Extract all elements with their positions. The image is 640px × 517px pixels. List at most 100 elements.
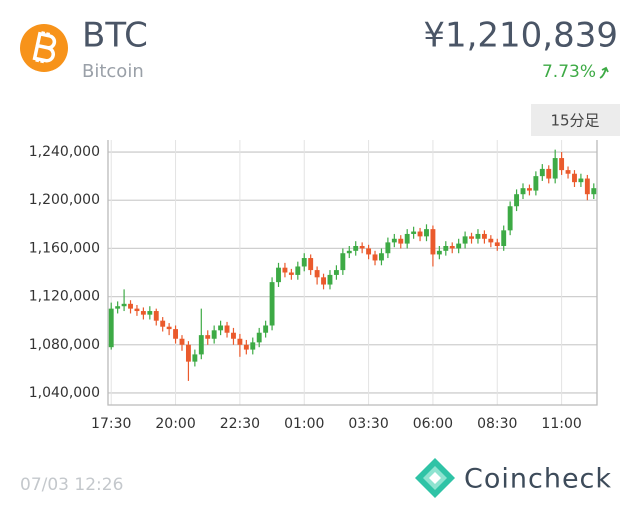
x-tick-label: 11:00 [541,416,581,432]
symbol: BTC [82,16,148,56]
interval-button[interactable]: 15分足 [531,104,620,136]
candle-body [546,168,552,179]
x-tick-label: 17:30 [91,416,131,432]
timestamp: 07/03 12:26 [20,475,123,495]
candle-body [398,238,404,244]
candle-body [353,246,359,251]
candle-body [539,168,545,177]
candle-body [185,344,191,362]
candle-body [218,325,224,331]
chart: 1,040,000 1,080,000 1,120,000 1,160,000 1,20… [29,140,598,432]
candle-body [520,188,526,195]
x-tick-label: 03:30 [348,416,388,432]
candle-body [552,158,558,179]
candle-body [237,338,243,345]
candle-body [391,238,397,243]
candle-body [282,267,288,273]
up-arrow [599,66,609,79]
candle-body [494,242,500,246]
candle-body [430,229,436,255]
price: ¥1,210,839 [423,16,618,56]
y-tick-label: 1,160,000 [29,240,100,256]
candle-body [166,326,172,330]
candle-body [314,270,320,278]
candle-body [301,258,307,267]
candle-body [469,236,474,239]
candle-body [443,246,449,251]
change: 7.73% [542,62,596,82]
candle-body [160,320,166,327]
y-tick-label: 1,240,000 [29,144,100,160]
candle-body [153,311,159,321]
candle-body [211,330,217,339]
candle-body [411,231,417,234]
candle-body [198,335,204,355]
candle-body [192,354,198,362]
candle-body [559,158,565,171]
candle-body [514,194,520,207]
candle-body [179,338,185,345]
candle-body [243,344,249,350]
candle-body [456,243,462,249]
candle-body [488,238,494,243]
candle-body [147,311,153,315]
candle-body [385,242,391,254]
brand: Coincheck [464,464,612,495]
candle-body [462,236,468,244]
btc-icon [20,24,68,72]
candle-body [333,270,339,275]
y-tick-label: 1,080,000 [29,337,100,353]
interval-label[interactable]: 15分足 [550,112,599,130]
interval-button-bg[interactable] [531,104,620,136]
candle-body [263,325,269,333]
candle-body [436,250,442,255]
candle-body [308,258,314,271]
candle-body [481,233,487,239]
candle-body [417,231,423,237]
candle-body [572,173,577,183]
candle-body [121,303,127,307]
candle-body [340,253,346,271]
candle-body [424,229,429,237]
x-tick-label: 08:30 [477,416,517,432]
brand-logo [415,458,455,498]
plot-frame [107,140,598,406]
candle-body [449,246,455,249]
x-tick-label: 01:00 [284,416,324,432]
y-tick-label: 1,200,000 [29,192,100,208]
x-tick-label: 20:00 [155,416,195,432]
candle-body [372,254,378,261]
candle-body [526,188,532,191]
candle-body [501,230,507,246]
candle-body [379,253,384,261]
candle-body [584,178,590,195]
candle-body [346,250,352,254]
candle-body [321,277,326,285]
candle-body [140,311,146,315]
candle-body [591,188,597,195]
candle-body [475,233,481,239]
candle-body [269,282,275,326]
candle-body [173,329,179,339]
candle-body [507,206,513,231]
candle-body [108,308,114,348]
candle-body [288,272,294,275]
candle-body [134,308,140,312]
coin-name: Bitcoin [82,61,144,82]
candle-body [256,332,262,343]
y-tick-label: 1,040,000 [29,385,100,401]
candle-body [327,274,333,285]
x-tick-label: 22:30 [220,416,260,432]
candle-body [128,303,133,309]
candle-body [404,233,410,244]
candle-body [231,332,236,339]
candle-body [359,246,365,249]
candle-body [295,266,301,275]
candle-body [115,306,121,309]
candle-body [276,267,281,283]
candle-body [565,170,571,174]
candle-body [578,178,584,183]
x-tick-label: 06:00 [413,416,453,432]
candle-body [250,342,256,350]
